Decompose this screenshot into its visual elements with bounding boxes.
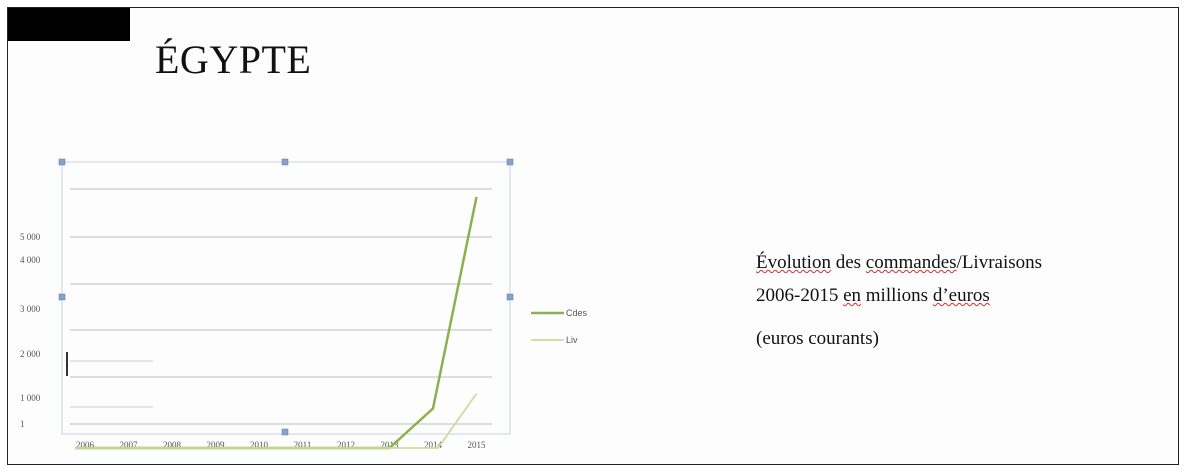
y-tick-label: 1 000 (20, 393, 41, 403)
x-axis-ticks: 2006 2007 2008 2009 2010 2011 2012 2013 2014 2015 (76, 440, 486, 450)
x-tick-label: 2007 (120, 440, 139, 450)
resize-handle[interactable] (506, 293, 514, 301)
x-tick-label: 2010 (250, 440, 269, 450)
caption-word-en: en (843, 285, 862, 306)
x-tick-label: 2012 (337, 440, 355, 450)
caption-word-livraisons: /Livraisons (956, 252, 1043, 273)
series-line-liv (75, 393, 478, 449)
resize-handle[interactable] (506, 158, 514, 166)
chart-legend: Cdes Liv (531, 308, 588, 345)
y-tick-label: 2 000 (20, 349, 41, 359)
chart-gridlines (66, 188, 492, 425)
caption-word-commandes: commandes (865, 252, 957, 273)
caption-note: (euros courants) (756, 328, 879, 349)
x-tick-label: 2006 (76, 440, 95, 450)
caption-years: 2006-2015 (756, 285, 844, 306)
x-tick-label: 2013 (381, 440, 400, 450)
black-header-tab (8, 8, 130, 41)
y-tick-label: 5 000 (20, 232, 41, 242)
x-tick-label: 2011 (294, 440, 312, 450)
resize-handle[interactable] (58, 158, 66, 166)
y-axis-ticks: 5 000 4 000 3 000 2 000 1 000 1 (20, 232, 41, 429)
x-tick-label: 2015 (468, 440, 487, 450)
chart-selection-frame[interactable] (58, 158, 514, 436)
resize-handle[interactable] (281, 428, 289, 436)
y-tick-label: 3 000 (20, 304, 41, 314)
x-tick-label: 2014 (424, 440, 443, 450)
caption-word-evolution: Évolution (756, 252, 831, 273)
chart-caption: Évolution des commandes/Livraisons 2006-… (756, 246, 1042, 312)
page-title: ÉGYPTE (155, 37, 312, 82)
legend-label-cdes: Cdes (566, 308, 588, 318)
y-tick-label: 4 000 (20, 255, 41, 265)
caption-word-deuros: d’euros (932, 285, 990, 306)
series-line-cdes (75, 196, 478, 450)
x-tick-label: 2008 (163, 440, 182, 450)
resize-handle[interactable] (58, 293, 66, 301)
slide-frame (7, 7, 1179, 465)
chart-series (75, 196, 478, 450)
resize-handle[interactable] (281, 158, 289, 166)
caption-word-des: des (830, 252, 866, 273)
legend-label-liv: Liv (566, 335, 578, 345)
y-tick-label: 1 (20, 419, 25, 429)
caption-word-millions: millions (861, 285, 933, 306)
x-tick-label: 2009 (207, 440, 226, 450)
